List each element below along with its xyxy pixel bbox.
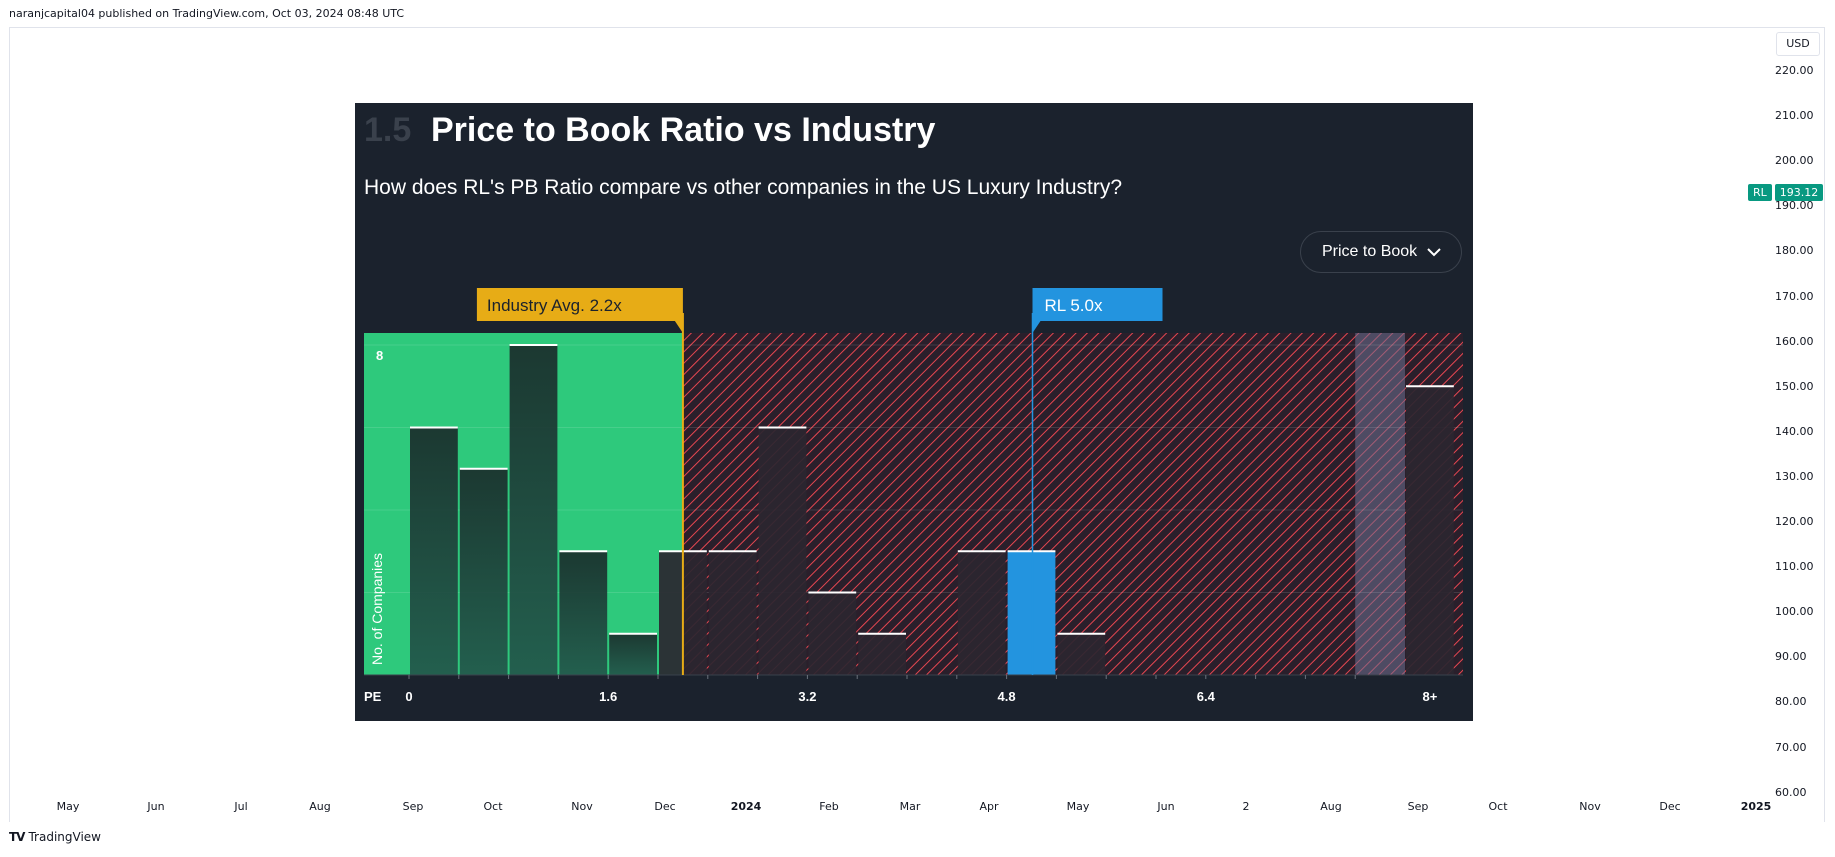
time-tick: Sep (402, 800, 424, 813)
price-tick: 180.00 (1775, 244, 1814, 258)
price-tick: 140.00 (1775, 424, 1814, 438)
time-tick: May (56, 800, 80, 813)
price-tick: 120.00 (1775, 515, 1814, 528)
chevron-down-icon (1427, 245, 1441, 260)
metric-dropdown[interactable]: Price to Book (1300, 231, 1462, 273)
x-tick-label: 4.8 (998, 689, 1016, 704)
histogram-bar (559, 551, 608, 675)
time-tick: Oct (483, 800, 503, 813)
time-tick: Jul (234, 800, 248, 813)
time-tick: 2025 (1740, 800, 1772, 813)
histogram-bar (858, 633, 906, 675)
industry-average-label-box (476, 288, 683, 321)
price-tick: 200.00 (1775, 154, 1814, 168)
last-price: 193.12 (1774, 184, 1824, 201)
x-tick-label: 6.4 (1197, 689, 1216, 704)
tradingview-logo-icon: TV (9, 830, 26, 844)
histogram-bar (1406, 386, 1454, 675)
price-tick: 160.00 (1775, 334, 1814, 348)
price-tick: 110.00 (1775, 560, 1814, 574)
time-tick: Jun (1157, 800, 1175, 813)
pb-ratio-panel: 1.5 Price to Book Ratio vs Industry How … (355, 103, 1473, 721)
industry-average-pointer (674, 321, 683, 333)
time-tick: May (1066, 800, 1090, 813)
x-tick-label: 1.6 (599, 689, 617, 704)
time-tick: Aug (1320, 800, 1342, 813)
histogram-chart: Industry Avg. 2.2x RL 5.0x 8 No. of Compani… (364, 288, 1463, 704)
publish-info: naranjcapital04 published on TradingView… (9, 7, 405, 20)
histogram-bar (459, 468, 508, 675)
histogram-bar (957, 551, 1006, 675)
company-label: RL 5.0x (1045, 296, 1103, 315)
time-tick: Sep (1407, 800, 1429, 813)
symbol-label: RL (1748, 184, 1772, 201)
price-tick: 150.00 (1775, 379, 1814, 393)
time-tick: Mar (899, 800, 921, 813)
time-tick: Dec (654, 800, 676, 813)
symbol-price-tag: RL 193.12 (1748, 184, 1824, 201)
price-tick: 190.00 (1775, 199, 1814, 213)
price-tick: 70.00 (1775, 740, 1807, 754)
price-tick: 170.00 (1775, 289, 1814, 303)
time-tick: Feb (819, 800, 839, 813)
time-tick: Aug (309, 800, 331, 813)
time-tick: 2 (1242, 800, 1250, 813)
panel-subtitle: How does RL's PB Ratio compare vs other … (364, 176, 1123, 199)
company-label-box (1032, 288, 1163, 321)
price-tick: 130.00 (1775, 469, 1814, 483)
histogram-bar (609, 633, 657, 675)
time-tick: Oct (1488, 800, 1508, 813)
price-tick: 60.00 (1775, 785, 1807, 799)
currency-button[interactable]: USD (1776, 32, 1820, 56)
panel-title: Price to Book Ratio vs Industry (431, 111, 936, 149)
industry-average-label: Industry Avg. 2.2x (487, 296, 622, 315)
chart-frame (9, 27, 1825, 822)
company-pointer (1032, 321, 1041, 333)
time-tick: Apr (979, 800, 999, 813)
overflow-zone (1355, 333, 1405, 675)
price-tick: 210.00 (1775, 109, 1814, 123)
x-tick-label: 8+ (1422, 689, 1437, 704)
time-tick: Jun (147, 800, 165, 813)
histogram-bar (1007, 551, 1056, 675)
x-tick-label: 0 (405, 689, 412, 704)
footer-brand[interactable]: TV TradingView (9, 830, 101, 844)
time-tick: Dec (1659, 800, 1681, 813)
price-tick: 90.00 (1775, 650, 1807, 664)
histogram-bar (808, 592, 857, 675)
histogram-bar (509, 345, 558, 675)
y-max-label: 8 (376, 348, 383, 363)
time-tick: Nov (1579, 800, 1601, 813)
section-number: 1.5 (364, 111, 412, 149)
price-tick: 100.00 (1775, 605, 1814, 619)
dropdown-label: Price to Book (1322, 243, 1418, 260)
time-tick: Nov (571, 800, 593, 813)
histogram-bar (410, 427, 458, 675)
histogram-bar (758, 427, 807, 675)
histogram-bar (708, 551, 757, 675)
price-tick: 220.00 (1775, 64, 1814, 77)
histogram-bar (1057, 633, 1106, 675)
x-axis-title: PE (364, 689, 382, 704)
x-tick-label: 3.2 (798, 689, 816, 704)
y-axis-title: No. of Companies (369, 553, 385, 665)
brand-name: TradingView (28, 830, 101, 844)
time-tick: 2024 (730, 800, 762, 813)
price-tick: 80.00 (1775, 695, 1807, 709)
